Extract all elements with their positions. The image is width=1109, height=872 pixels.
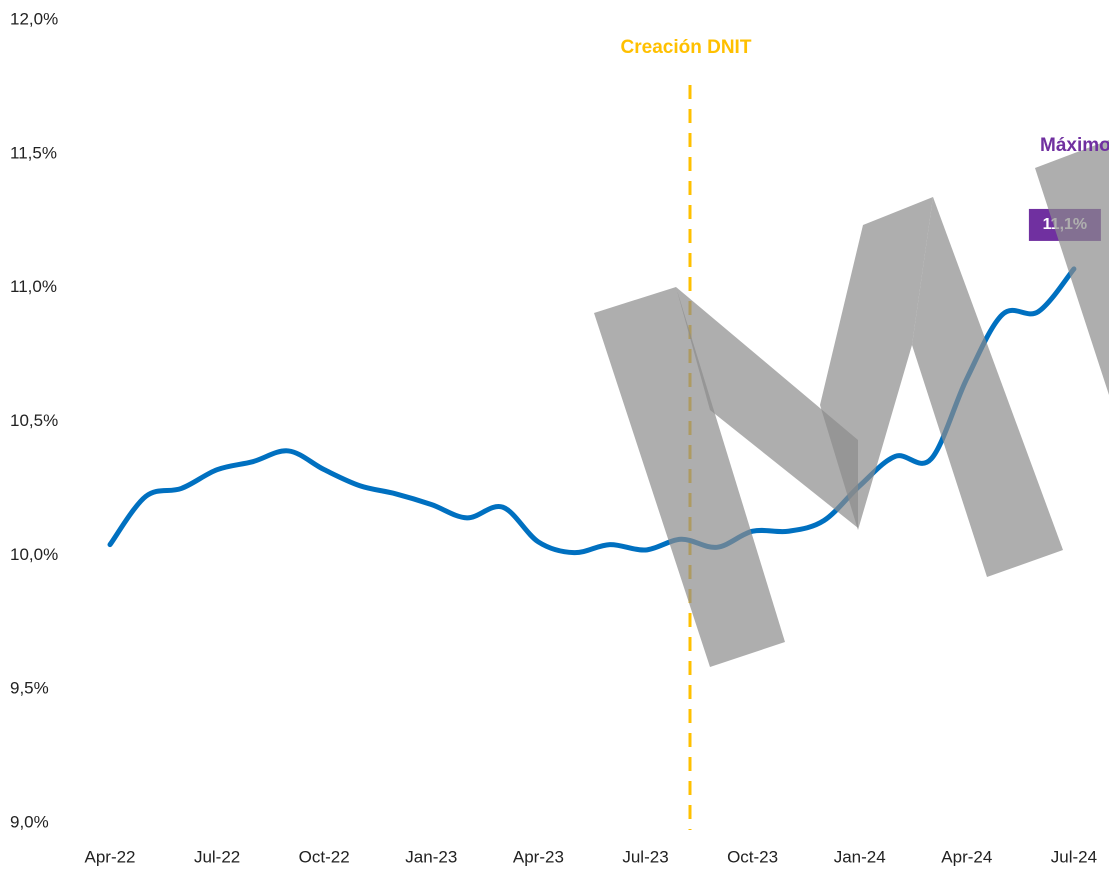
x-tick-label: Apr-22 [84,847,135,866]
x-tick-label: Jan-24 [834,847,886,866]
y-tick-label: 11,0% [10,277,57,296]
x-tick-label: Jul-23 [622,847,668,866]
y-tick-label: 12,0% [10,9,58,28]
y-tick-label: 10,0% [10,545,58,564]
watermark-stroke [820,197,933,530]
watermark [594,140,1109,667]
watermark-stroke [912,197,1063,577]
x-tick-label: Oct-22 [299,847,350,866]
x-tick-label: Jul-22 [194,847,240,866]
x-tick-label: Jan-23 [405,847,457,866]
y-tick-label: 10,5% [10,411,58,430]
y-tick-label: 9,5% [10,679,49,698]
x-tick-label: Oct-23 [727,847,778,866]
x-tick-label: Apr-23 [513,847,564,866]
event-label: Creación DNIT [621,37,752,58]
watermark-stroke [676,287,858,528]
watermark-stroke [594,287,785,667]
max-note: Máximo histórico [1040,135,1109,156]
line [107,266,1077,556]
watermark-stroke [1035,140,1109,395]
y-tick-label: 11,5% [10,143,57,162]
y-tick-label: 9,0% [10,812,49,831]
x-tick-label: Apr-24 [941,847,992,866]
x-tick-label: Jul-24 [1051,847,1097,866]
